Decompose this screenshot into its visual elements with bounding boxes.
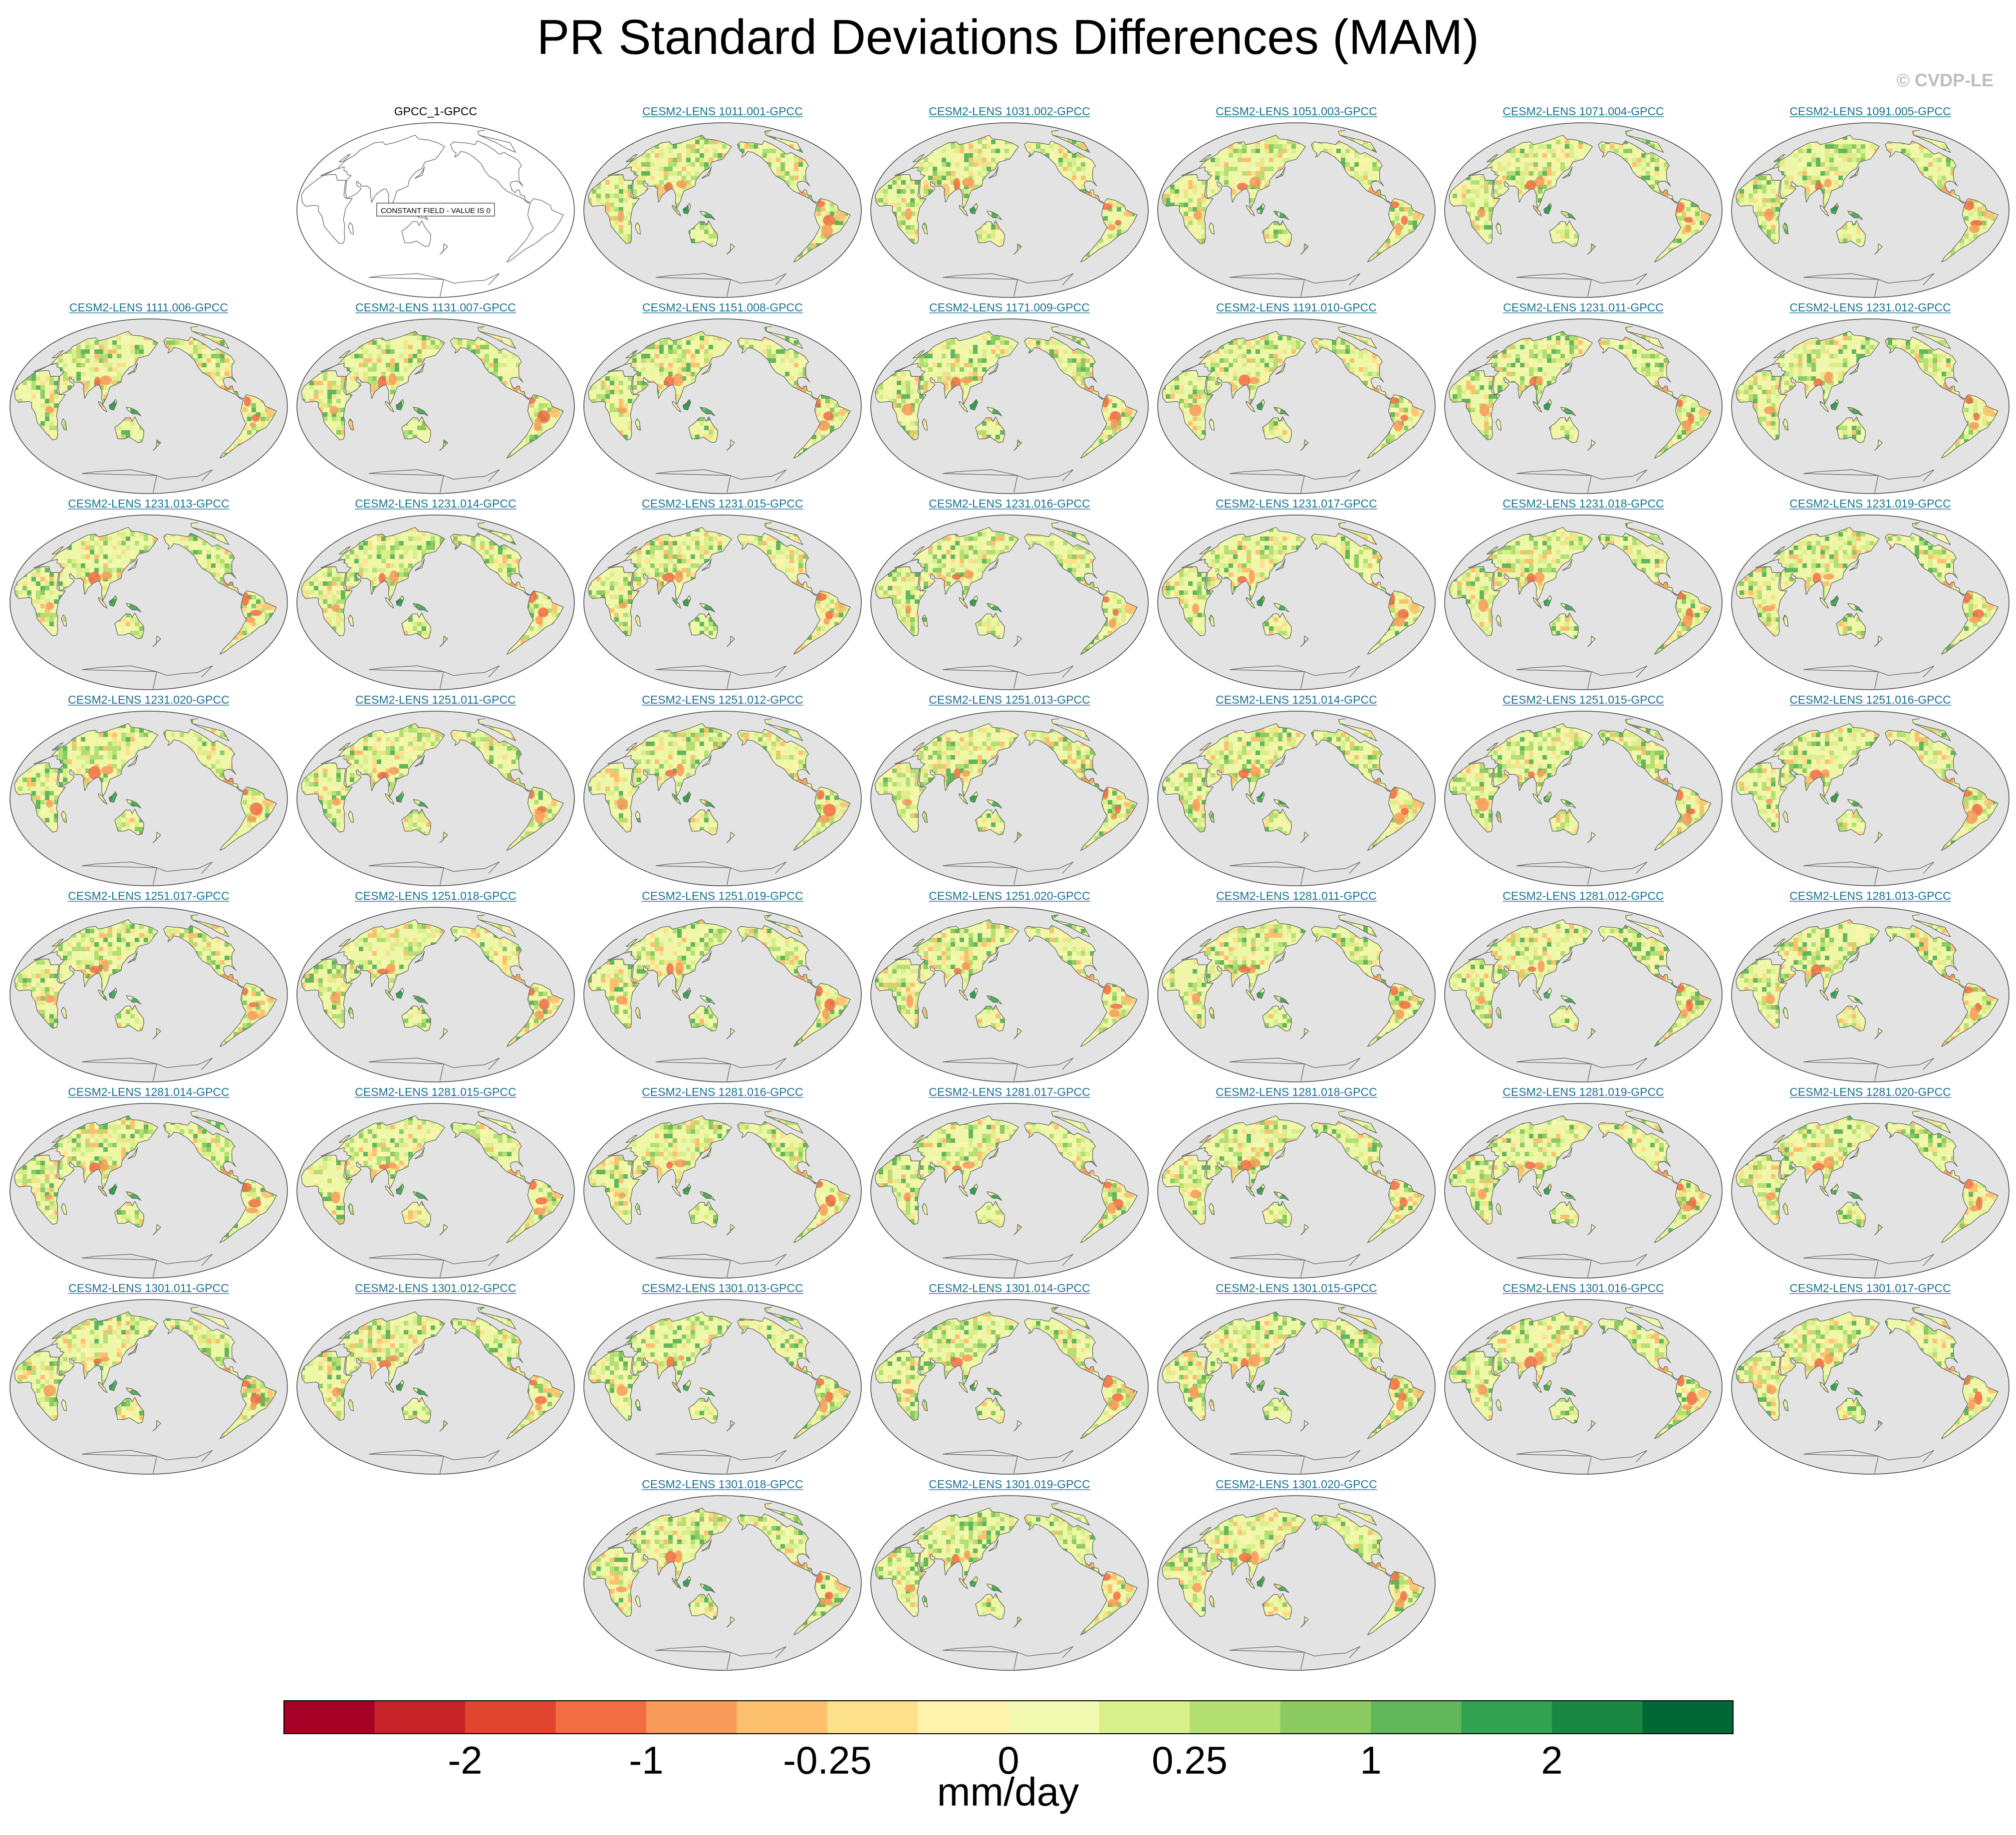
colorbar-swatch <box>1099 1701 1190 1734</box>
colorbar-swatch <box>465 1701 556 1734</box>
colorbar-swatch <box>646 1701 737 1734</box>
colorbar-swatch <box>556 1701 647 1734</box>
colorbar-swatch <box>1190 1701 1280 1734</box>
colorbar-swatch <box>1462 1701 1552 1734</box>
colorbar-swatch <box>1552 1701 1643 1734</box>
colorbar-swatch <box>284 1701 375 1734</box>
colorbar-swatch <box>1643 1701 1734 1734</box>
colorbar-swatch <box>375 1701 466 1734</box>
colorbar-swatch <box>1008 1701 1099 1734</box>
colorbar-swatch <box>827 1701 918 1734</box>
colorbar-swatch <box>1280 1701 1371 1734</box>
colorbar-units: mm/day <box>0 1769 2016 1815</box>
colorbar-swatch <box>918 1701 1009 1734</box>
colorbar-swatch <box>737 1701 828 1734</box>
colorbar-swatch <box>1371 1701 1462 1734</box>
